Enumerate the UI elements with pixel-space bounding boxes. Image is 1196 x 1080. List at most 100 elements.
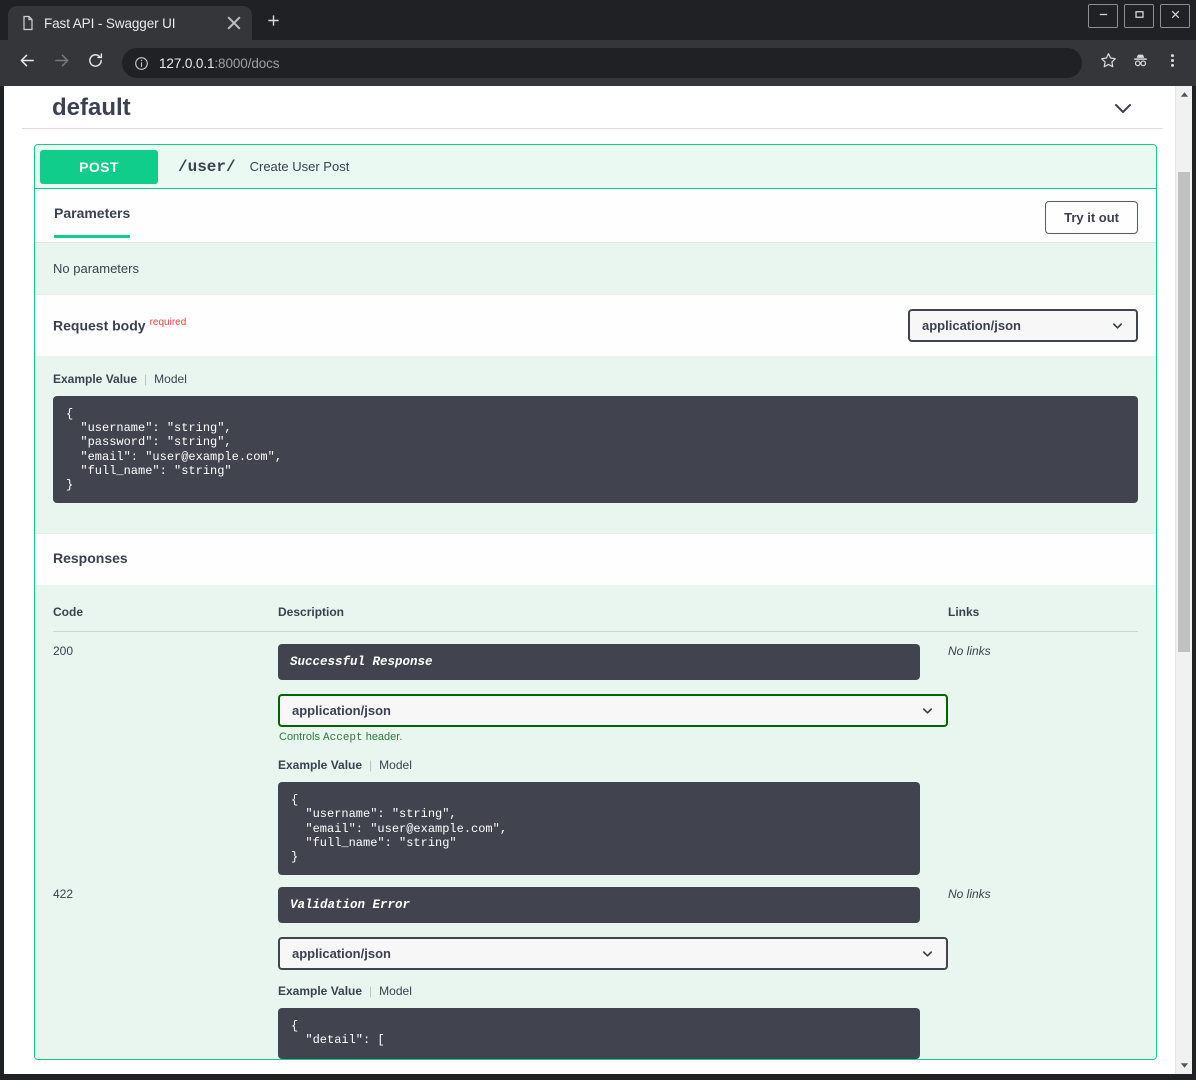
tab-title: Fast API - Swagger UI	[44, 15, 176, 31]
response-description-banner: Validation Error	[278, 887, 920, 924]
responses-table-wrapper: Code Description Links 200	[35, 585, 1156, 1059]
tab-divider: |	[144, 372, 148, 386]
responses-table: Code Description Links 200	[53, 605, 1138, 1059]
page-icon	[20, 15, 36, 31]
model-tab[interactable]: Model	[154, 372, 187, 386]
response-description-banner: Successful Response	[278, 644, 920, 681]
tag-section-header[interactable]: default	[22, 86, 1163, 129]
minimize-icon	[1098, 7, 1109, 25]
url-path: :8000/docs	[214, 55, 280, 71]
close-icon[interactable]	[224, 13, 244, 33]
request-body-title: Request body	[53, 317, 146, 334]
opblock-post-user: POST /user/ Create User Post Parameters …	[34, 144, 1157, 1060]
no-parameters-text: No parameters	[35, 242, 1156, 294]
reload-button[interactable]	[80, 48, 110, 78]
back-button[interactable]	[12, 48, 42, 78]
request-body-label: Request body required	[53, 317, 186, 334]
response-example-tabs: Example Value | Model	[278, 758, 920, 772]
column-header-description: Description	[278, 605, 948, 633]
response-code: 422	[53, 875, 278, 1058]
window-controls	[1088, 0, 1196, 32]
response-example-area-422: Example Value | Model { "detail": [	[278, 984, 920, 1059]
chevron-down-icon	[1111, 319, 1124, 332]
example-value-tab[interactable]: Example Value	[53, 372, 138, 386]
close-window-button[interactable]	[1160, 4, 1190, 28]
vertical-scrollbar[interactable]	[1175, 86, 1192, 1074]
address-bar[interactable]: 127.0.0.1:8000/docs	[122, 48, 1082, 78]
response-example-code-200: { "username": "string", "email": "user@e…	[278, 782, 920, 876]
chevron-down-icon	[921, 947, 934, 960]
response-content-type-select-422[interactable]: application/json	[278, 937, 948, 971]
url-host: 127.0.0.1	[159, 55, 215, 71]
swagger-ui-page: default POST /user/ Create User Post Par…	[4, 86, 1175, 1074]
maximize-button[interactable]	[1124, 4, 1154, 28]
forward-button[interactable]	[46, 48, 76, 78]
tab-divider: |	[369, 984, 373, 999]
response-code-value: 422	[53, 887, 74, 902]
tab-strip: Fast API - Swagger UI	[0, 0, 1196, 40]
accept-header-hint: Controls Accept header.	[279, 731, 948, 744]
browser-menu-button[interactable]	[1158, 49, 1186, 77]
no-links-text: No links	[948, 644, 991, 659]
browser-tab[interactable]: Fast API - Swagger UI	[8, 6, 252, 40]
scroll-up-arrow-icon[interactable]	[1176, 86, 1192, 103]
table-row: 200 Successful Response application/json	[53, 632, 1138, 876]
accept-hint-prefix: Controls	[279, 731, 324, 744]
reload-icon	[87, 52, 104, 74]
request-content-type-select[interactable]: application/json	[908, 309, 1138, 342]
example-value-tab[interactable]: Example Value	[278, 984, 363, 999]
response-links-cell: No links	[948, 632, 1138, 876]
endpoint-summary: Create User Post	[249, 159, 350, 174]
star-icon	[1100, 52, 1117, 74]
scrollbar-thumb[interactable]	[1178, 172, 1190, 652]
scroll-down-arrow-icon[interactable]	[1176, 1057, 1192, 1074]
response-description-cell: Successful Response application/json Con…	[278, 632, 948, 876]
tab-divider: |	[369, 758, 373, 773]
new-tab-button[interactable]	[258, 8, 288, 38]
response-description-cell: Validation Error application/json	[278, 875, 948, 1059]
forward-arrow-icon	[53, 52, 70, 74]
column-header-code: Code	[53, 605, 278, 633]
page-title: default	[52, 94, 131, 121]
page-viewport: default POST /user/ Create User Post Par…	[0, 86, 1196, 1080]
endpoint-path: /user/	[178, 157, 236, 176]
model-tab[interactable]: Model	[379, 758, 412, 773]
response-links-cell: No links	[948, 875, 1138, 1058]
opblock-summary[interactable]: POST /user/ Create User Post	[35, 145, 1156, 189]
request-body-row: Request body required application/json	[35, 294, 1156, 356]
chevron-down-icon[interactable]	[1111, 96, 1135, 120]
model-tab[interactable]: Model	[379, 984, 412, 999]
try-it-out-button[interactable]: Try it out	[1045, 201, 1138, 234]
plus-icon	[266, 13, 281, 33]
required-badge: required	[149, 317, 187, 329]
chevron-down-icon	[921, 704, 934, 717]
no-links-text: No links	[948, 887, 991, 902]
response-content-type-select-200[interactable]: application/json	[278, 694, 948, 728]
three-dot-menu-icon	[1165, 53, 1180, 73]
column-header-links: Links	[948, 605, 1138, 633]
response-content-type-value: application/json	[292, 946, 391, 962]
responses-heading: Responses	[35, 533, 1156, 586]
example-value-tab[interactable]: Example Value	[278, 758, 363, 773]
http-method-badge: POST	[40, 149, 158, 184]
response-content-type-value: application/json	[292, 703, 391, 719]
incognito-button[interactable]	[1126, 49, 1154, 77]
response-example-tabs: Example Value | Model	[278, 984, 920, 998]
close-icon	[1170, 7, 1181, 25]
accept-hint-suffix: header.	[362, 731, 403, 744]
bookmark-button[interactable]	[1094, 49, 1122, 77]
response-example-area-200: Example Value | Model { "username": "strin…	[278, 758, 920, 876]
response-code: 200	[53, 632, 278, 876]
minimize-button[interactable]	[1088, 4, 1118, 28]
responses-table-header-row: Code Description Links	[53, 605, 1138, 633]
info-circle-icon[interactable]	[134, 56, 149, 71]
parameters-header: Parameters Try it out	[35, 189, 1156, 242]
incognito-icon	[1132, 52, 1149, 74]
response-example-code-422: { "detail": [	[278, 1008, 920, 1059]
maximize-icon	[1134, 7, 1145, 25]
request-example-area: Example Value | Model { "username": "strin…	[35, 356, 1156, 534]
tab-parameters[interactable]: Parameters	[54, 205, 131, 238]
table-row: 422 Validation Error application/json	[53, 875, 1138, 1059]
request-example-tabs: Example Value | Model	[53, 372, 1138, 386]
